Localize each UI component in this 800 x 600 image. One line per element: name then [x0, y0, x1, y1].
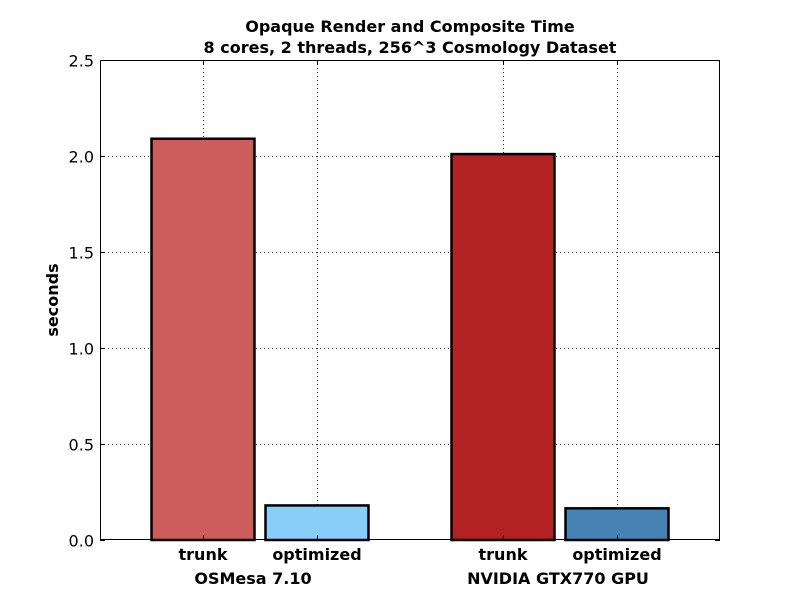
bar-2-optimized [564, 507, 670, 542]
bars [150, 137, 670, 542]
plot-frame [100, 60, 720, 540]
chart-title: Opaque Render and Composite Time [245, 17, 575, 36]
x-tick-label: optimized [572, 545, 661, 564]
y-axis-ticks: 0.0 0.5 1.0 1.5 2.0 2.5 [69, 52, 720, 551]
group-label: NVIDIA GTX770 GPU [467, 569, 649, 588]
x-tick-label: optimized [272, 545, 361, 564]
bar-1-trunk [150, 137, 256, 542]
bar-1-optimized [264, 504, 370, 542]
y-tick-label: 2.5 [69, 52, 94, 71]
x-tick-label: trunk [179, 545, 228, 564]
bar-2-trunk [450, 152, 556, 542]
y-tick-label: 0.0 [69, 532, 94, 551]
x-tick-label: trunk [479, 545, 528, 564]
group-label: OSMesa 7.10 [194, 569, 311, 588]
chart-subtitle: 8 cores, 2 threads, 256^3 Cosmology Data… [204, 38, 617, 57]
x-axis-labels: trunk optimized OSMesa 7.10 trunk optimized N… [179, 545, 662, 588]
y-tick-label: 1.0 [69, 340, 94, 359]
y-axis-label: seconds [43, 263, 62, 336]
y-tick-label: 1.5 [69, 244, 94, 263]
y-tick-label: 0.5 [69, 436, 94, 455]
y-tick-label: 2.0 [69, 148, 94, 167]
